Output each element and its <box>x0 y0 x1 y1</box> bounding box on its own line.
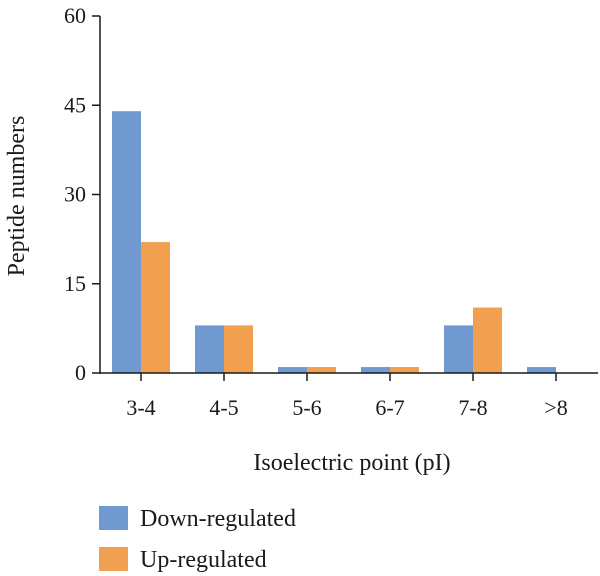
bar-up-3 <box>390 367 419 373</box>
x-tick-label-0: 3-4 <box>126 395 155 420</box>
x-tick-label-4: 7-8 <box>458 395 487 420</box>
x-axis-title: Isoelectric point (pI) <box>253 450 450 476</box>
bar-down-4 <box>444 325 473 373</box>
bar-up-4 <box>473 307 502 373</box>
bar-up-2 <box>307 367 336 373</box>
y-tick-label-1: 15 <box>64 271 86 296</box>
legend: Down-regulated Up-regulated <box>99 506 296 573</box>
legend-swatch-1 <box>99 547 128 571</box>
bar-down-3 <box>361 367 390 373</box>
legend-swatch-0 <box>99 506 128 530</box>
bars-layer <box>112 111 556 373</box>
x-tick-label-3: 6-7 <box>375 395 404 420</box>
bar-down-0 <box>112 111 141 373</box>
legend-label-0: Down-regulated <box>140 506 296 532</box>
legend-label-1: Up-regulated <box>140 547 267 573</box>
x-tick-label-2: 5-6 <box>292 395 321 420</box>
x-tick-label-1: 4-5 <box>209 395 238 420</box>
axes-layer: 0 15 30 45 60 3-4 4-5 5-6 6-7 7-8 >8 <box>64 3 598 420</box>
y-tick-label-4: 60 <box>64 3 86 28</box>
x-tick-label-5: >8 <box>544 395 567 420</box>
bar-down-5 <box>527 367 556 373</box>
bar-up-1 <box>224 325 253 373</box>
bar-down-1 <box>195 325 224 373</box>
y-axis-title: Peptide numbers <box>4 116 30 277</box>
bar-down-2 <box>278 367 307 373</box>
y-tick-label-2: 30 <box>64 182 86 207</box>
y-tick-label-3: 45 <box>64 92 86 117</box>
bar-up-0 <box>141 242 170 373</box>
y-tick-label-0: 0 <box>75 360 86 385</box>
